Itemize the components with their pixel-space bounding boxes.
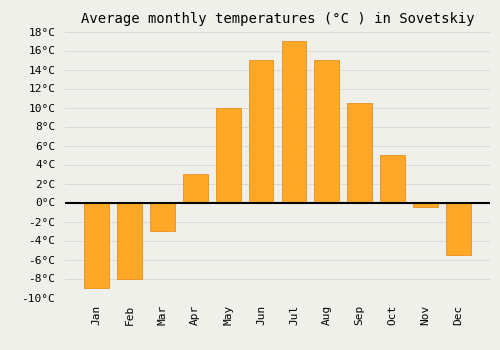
Bar [446,203,470,255]
Bar [413,203,438,207]
Bar [380,155,405,203]
Bar [348,103,372,203]
Bar [314,60,339,203]
Bar [282,41,306,203]
Bar [84,203,109,288]
Bar [216,107,240,203]
Bar [183,174,208,203]
Title: Average monthly temperatures (°C ) in Sovetskiy: Average monthly temperatures (°C ) in So… [80,12,474,26]
Bar [117,203,142,279]
Bar [150,203,174,231]
Bar [248,60,274,203]
